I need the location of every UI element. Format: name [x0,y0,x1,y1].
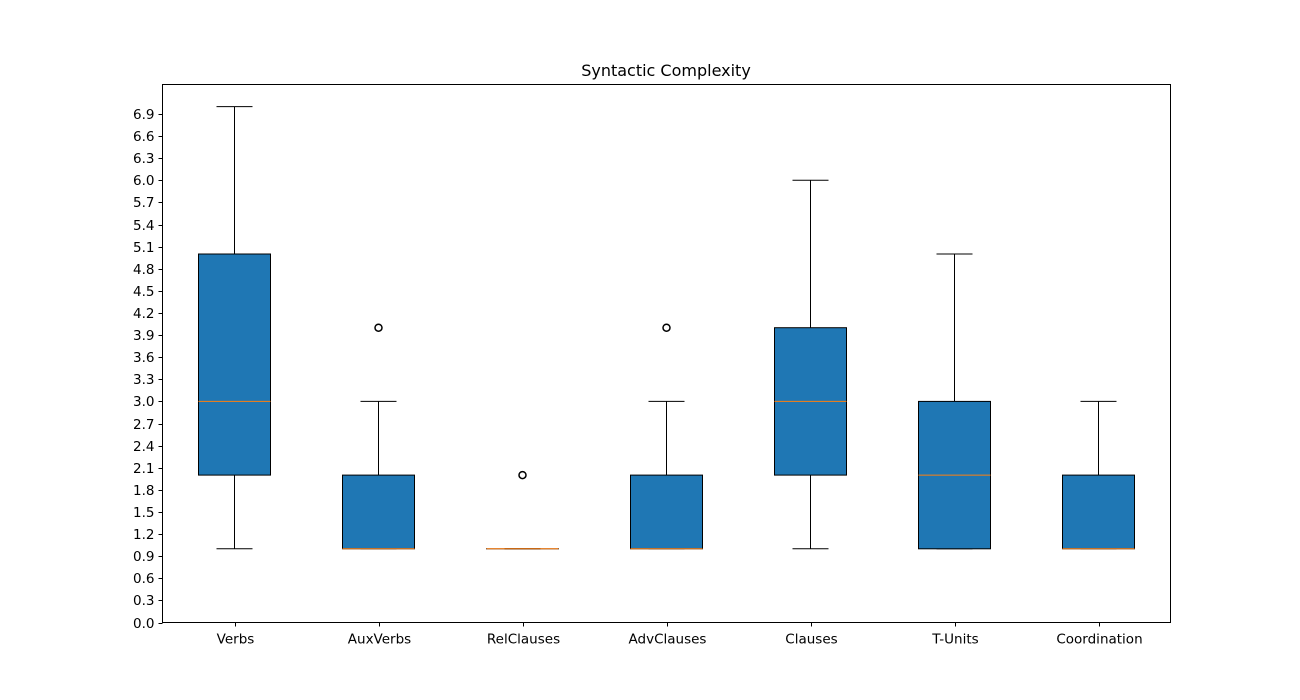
y-tick-label: 2.1 [133,461,154,477]
y-tick-label: 4.5 [133,284,154,300]
y-tick-label: 6.3 [133,151,154,167]
outlier-point [518,470,527,480]
y-tick-label: 4.8 [133,262,154,278]
y-tick-label: 0.0 [133,616,154,632]
box-group-auxverbs [342,323,415,550]
y-tick-label: 1.2 [133,527,154,543]
y-tick-label: 3.3 [133,372,154,388]
y-tick-label: 1.5 [133,505,154,521]
y-tick-label: 5.4 [133,218,154,234]
outlier-point [374,323,383,332]
y-tick-label: 0.9 [133,549,154,565]
y-tick-label: 6.6 [133,129,154,145]
y-tick-label: 0.6 [133,571,154,587]
x-axis: Verbs AuxVerbs RelClauses AdvClauses Clauses… [217,622,1143,648]
y-tick-label: 5.1 [133,240,154,256]
y-tick-label: 0.3 [133,593,154,609]
y-tick-label: 6.0 [133,173,154,189]
y-tick-label: 2.4 [133,439,154,455]
box-group-clauses [774,179,847,550]
x-tick-label: Clauses [785,632,837,648]
x-tick-label: AdvClauses [629,632,707,648]
chart-title: Syntactic Complexity [581,61,751,80]
box-group-coordination [1062,400,1135,550]
iqr-box [630,474,703,550]
y-tick-label: 2.7 [133,417,154,433]
boxes-layer [198,106,1135,550]
x-tick-label: AuxVerbs [348,632,411,648]
plot-frame [162,84,1171,623]
x-tick-label: Coordination [1056,632,1142,648]
box-group-relclauses [486,470,559,550]
y-tick-label: 5.7 [133,195,154,211]
y-tick-label: 6.9 [133,107,154,123]
outlier-point [662,323,671,332]
y-tick-label: 1.8 [133,483,154,499]
y-tick-label: 3.0 [133,394,154,410]
x-tick-label: RelClauses [487,632,560,648]
y-tick-label: 4.2 [133,306,154,322]
x-tick-label: T-Units [931,632,978,648]
box-group-verbs [198,106,271,550]
iqr-box [1062,474,1135,550]
iqr-box [342,474,415,550]
y-tick-label: 3.6 [133,350,154,366]
x-tick-label: Verbs [217,632,255,648]
box-group-advclauses [630,323,703,550]
iqr-box [198,253,271,476]
box-group-t-units [918,253,991,550]
y-axis: 0.0 0.3 0.6 0.9 1.2 1.5 1.8 2.1 2.4 2.7 3.0 3.3 3.6 3… [133,107,163,632]
y-tick-label: 3.9 [133,328,154,344]
